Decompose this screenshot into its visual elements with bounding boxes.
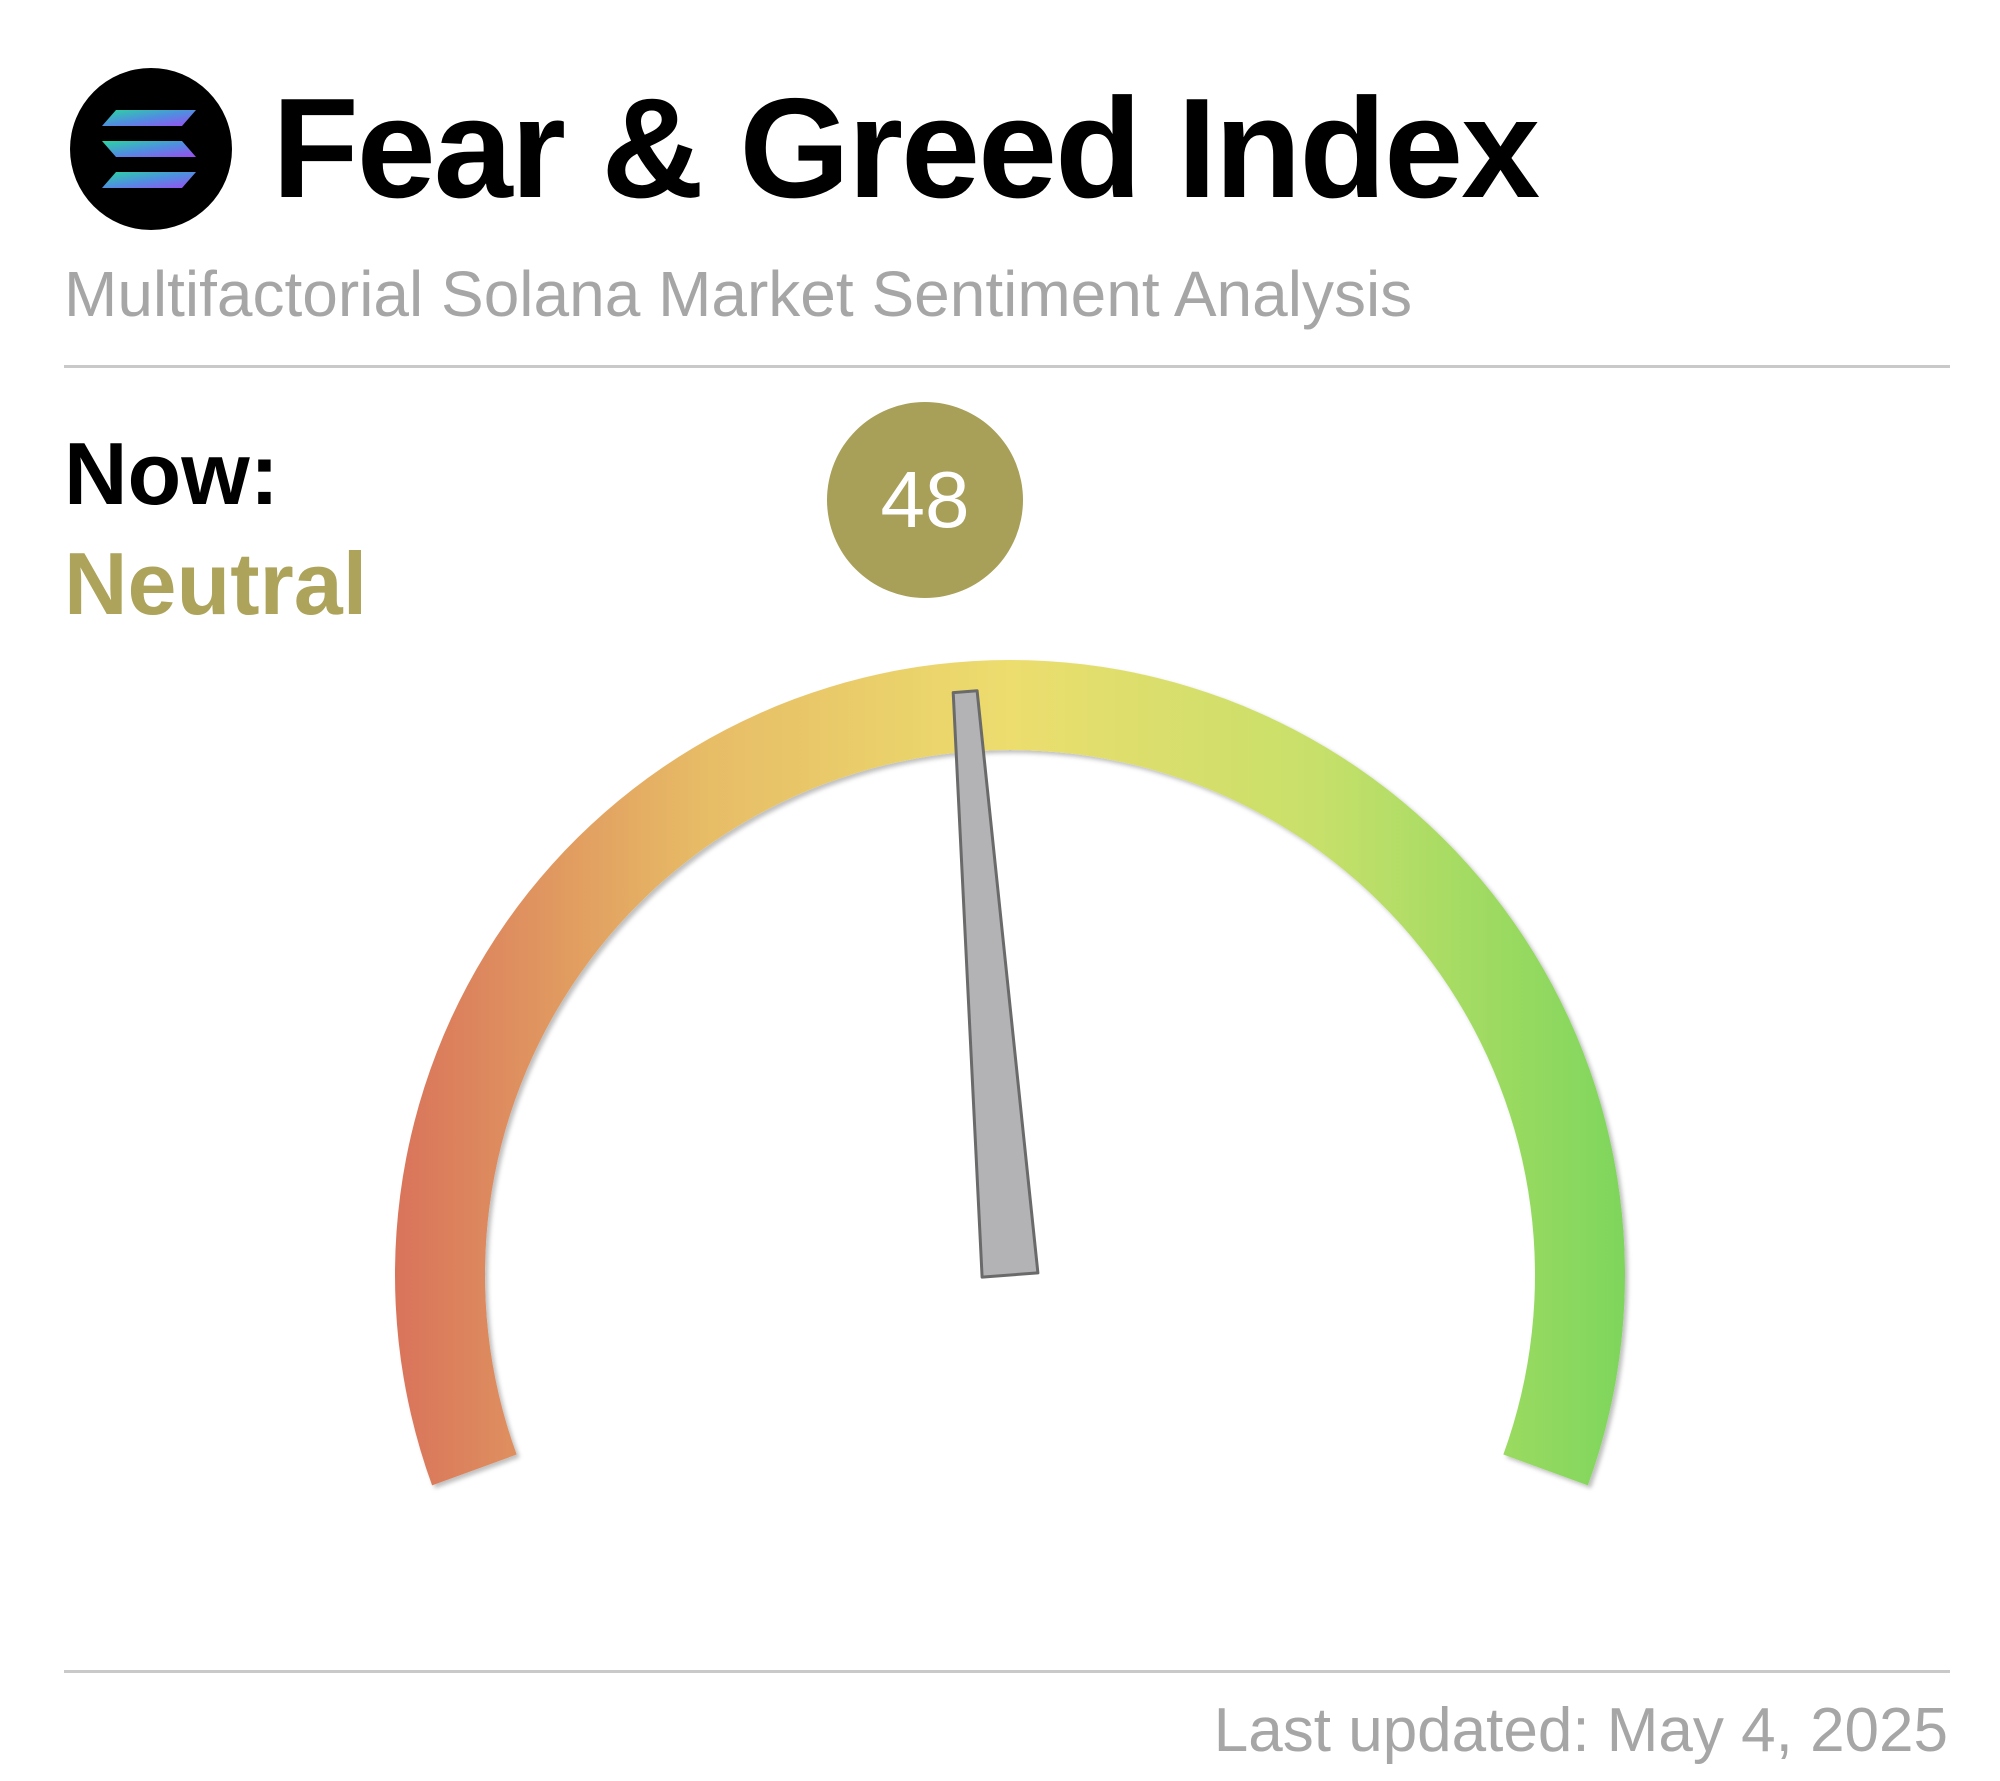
header: Fear & Greed Index (70, 68, 1540, 230)
gauge-needle (951, 689, 1040, 1279)
value-badge: 48 (827, 402, 1023, 598)
now-label: Now: (64, 424, 280, 523)
page-subtitle: Multifactorial Solana Market Sentiment A… (64, 258, 1413, 330)
sentiment-status-label: Neutral (64, 534, 368, 633)
top-divider (64, 365, 1950, 368)
page-title: Fear & Greed Index (272, 69, 1540, 228)
bottom-divider (64, 1670, 1950, 1673)
value-badge-text: 48 (880, 455, 970, 544)
last-updated-label: Last updated: May 4, 2025 (1213, 1696, 1948, 1765)
solana-logo-icon (70, 68, 232, 230)
